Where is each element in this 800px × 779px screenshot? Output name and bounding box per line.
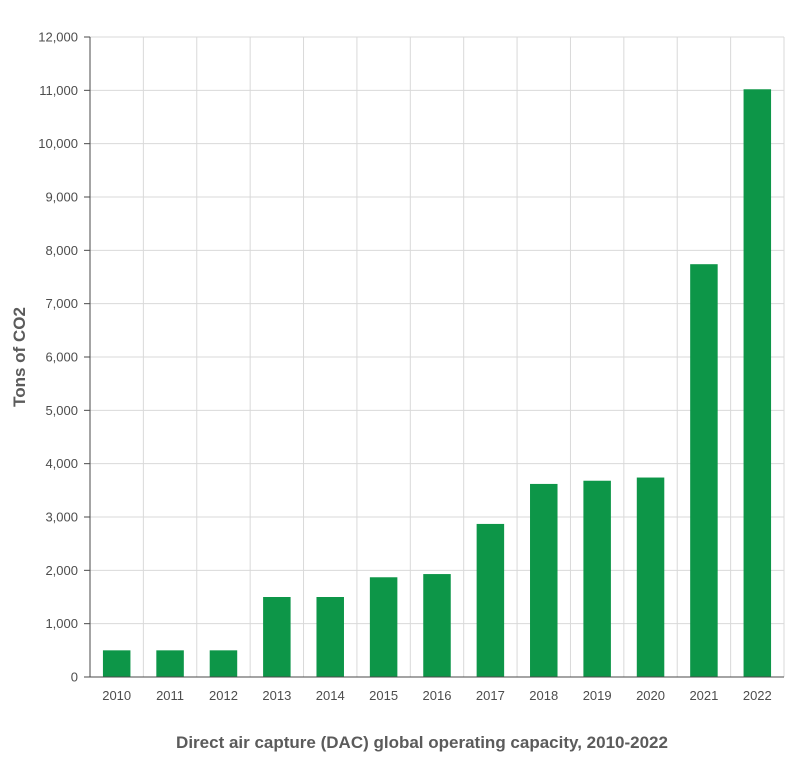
bar-2015 xyxy=(369,577,398,677)
x-tick-labels: 2010 2011 2012 2013 2014 2015 2016 2017 2018 2019… xyxy=(102,688,772,703)
bar-2013 xyxy=(263,597,291,677)
bar-2022 xyxy=(743,89,772,678)
y-tick-label: 3,000 xyxy=(45,510,78,525)
y-tick-label: 5,000 xyxy=(45,403,78,418)
x-tick-label: 2013 xyxy=(262,688,291,703)
y-tick-label: 8,000 xyxy=(45,243,78,258)
bar-2021 xyxy=(690,264,718,677)
y-tick-label: 0 xyxy=(71,670,78,685)
x-tick-label: 2018 xyxy=(529,688,558,703)
x-tick-label: 2019 xyxy=(583,688,612,703)
x-tick-label: 2021 xyxy=(689,688,718,703)
y-tick-label: 9,000 xyxy=(45,190,78,205)
y-tick-label: 1,000 xyxy=(45,616,78,631)
bar-2010 xyxy=(102,650,131,677)
y-tick-label: 2,000 xyxy=(45,563,78,578)
x-tick-label: 2017 xyxy=(476,688,505,703)
x-tick-label: 2014 xyxy=(316,688,345,703)
y-tick-label: 6,000 xyxy=(45,350,78,365)
y-tick-label: 10,000 xyxy=(38,136,78,151)
axes-layer xyxy=(89,37,784,678)
bar-2019 xyxy=(583,480,611,677)
x-axis-title: Direct air capture (DAC) global operatin… xyxy=(176,733,668,752)
y-tick-label: 4,000 xyxy=(45,456,78,471)
x-tick-label: 2011 xyxy=(156,688,184,703)
x-tick-label: 2010 xyxy=(102,688,131,703)
x-tick-label: 2015 xyxy=(369,688,398,703)
y-axis-title: Tons of CO2 xyxy=(10,307,29,407)
bar-2020 xyxy=(636,477,665,677)
bar-2017 xyxy=(476,523,505,677)
bars-layer xyxy=(102,89,772,678)
x-tick-label: 2012 xyxy=(209,688,238,703)
bar-2011 xyxy=(156,650,184,677)
y-tick-label: 7,000 xyxy=(45,296,78,311)
x-tick-label: 2022 xyxy=(743,688,772,703)
x-tick-label: 2020 xyxy=(636,688,665,703)
bar-2016 xyxy=(423,574,451,677)
bar-2012 xyxy=(209,650,238,677)
bar-2018 xyxy=(530,483,558,677)
bar-2014 xyxy=(316,597,344,677)
y-tick-labels: 0 1,000 2,000 3,000 4,000 5,000 6,000 7,000 8,00… xyxy=(38,30,78,685)
y-tick-label: 12,000 xyxy=(38,30,78,45)
x-tick-label: 2016 xyxy=(423,688,452,703)
y-tick-label: 11,000 xyxy=(39,83,78,98)
grid-layer xyxy=(84,36,785,678)
